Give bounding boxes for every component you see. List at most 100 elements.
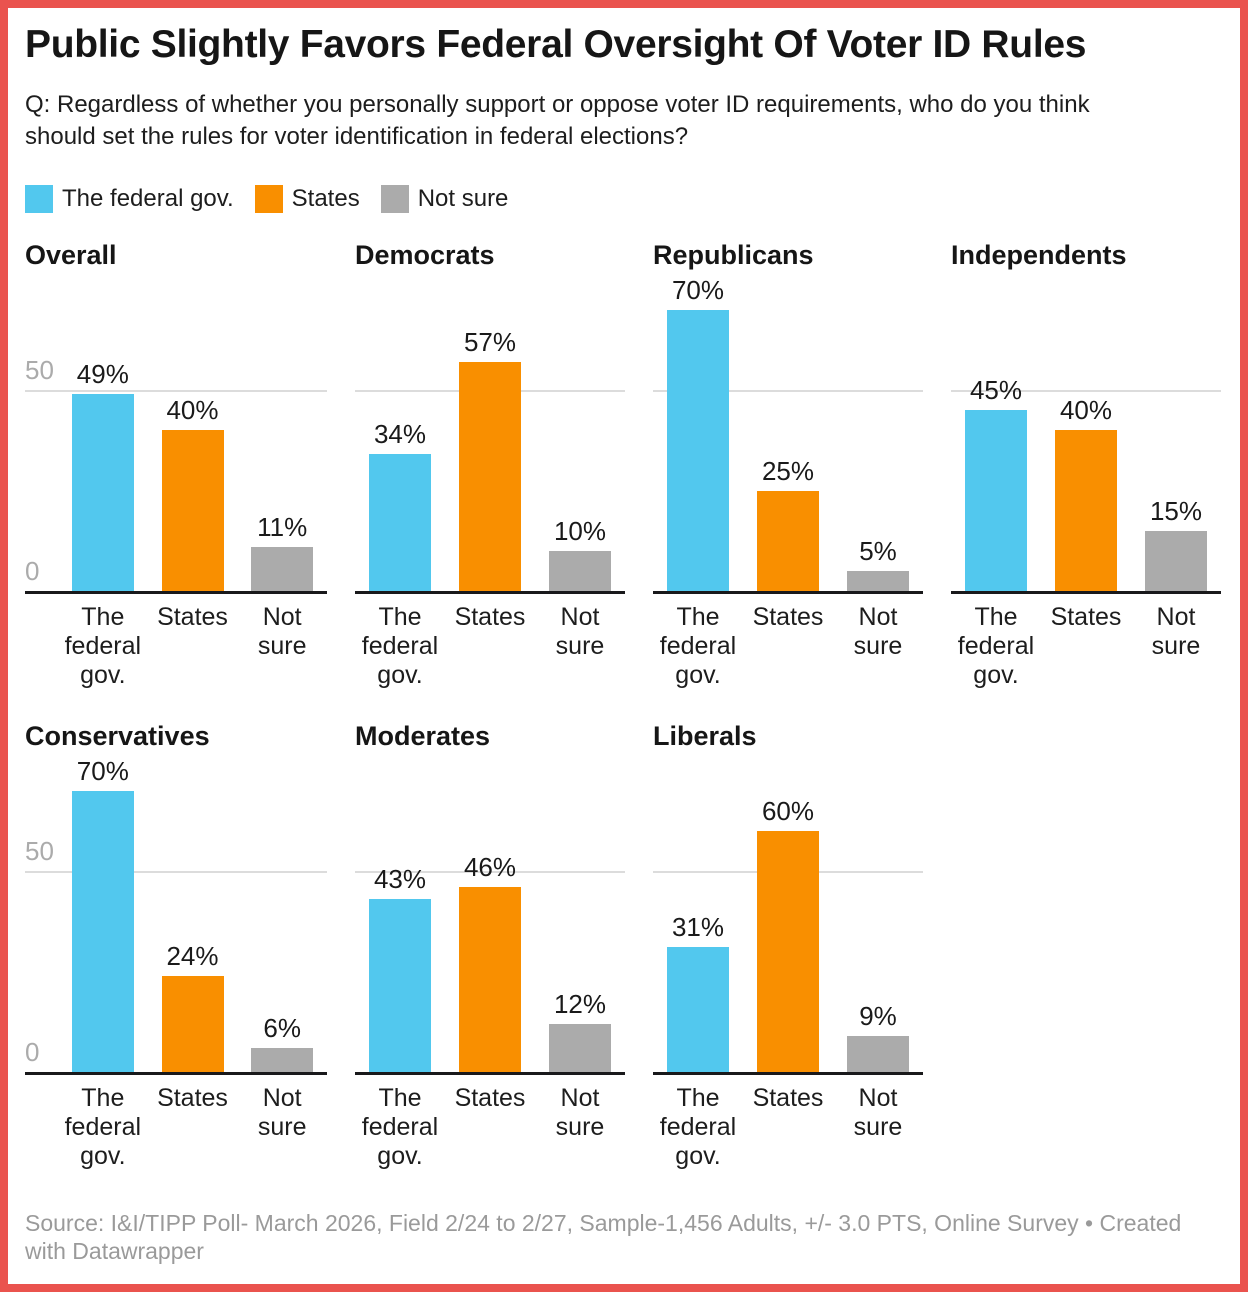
panel-independents: Independents 45% 40% 15% The federal gov. S…: [951, 241, 1221, 690]
plot-area: 34% 57% 10%: [355, 269, 625, 594]
value-label: 9%: [859, 1000, 897, 1031]
legend-label: The federal gov.: [62, 184, 234, 212]
category-labels: The federal gov. States Not sure: [58, 603, 327, 690]
value-label: 45%: [969, 374, 1023, 405]
category-label: The federal gov.: [957, 602, 1035, 689]
bar-slot: 57%: [445, 269, 535, 591]
value-label: 11%: [257, 511, 308, 542]
value-label: 70%: [76, 755, 129, 786]
bar-states: [459, 361, 521, 591]
plot-area: 50 0 49% 40% 11%: [25, 269, 327, 594]
bar-slot: 70%: [58, 750, 148, 1072]
charts-grid: Overall 50 0 49% 40% 11% The federal gov. S…: [25, 241, 1223, 1171]
legend-swatch: [25, 184, 53, 213]
category-label: States: [157, 1083, 228, 1112]
value-label: 43%: [373, 863, 427, 894]
bar-states: [757, 490, 819, 591]
category-label: States: [1050, 602, 1122, 631]
bar-not-sure: [847, 570, 909, 591]
source-note: Source: I&I/TIPP Poll- March 2026, Field…: [25, 1209, 1182, 1264]
panel-title: Liberals: [653, 720, 757, 751]
value-label: 34%: [373, 418, 427, 449]
legend-item-the-federal-gov: The federal gov.: [25, 184, 234, 213]
value-label: 70%: [671, 274, 725, 305]
bar-states: [757, 830, 819, 1072]
legend-item-not-sure: Not sure: [380, 184, 509, 213]
gridline-50: [653, 389, 923, 392]
bar-the-federal-gov: [667, 309, 729, 591]
bars-container: 49% 40% 11%: [58, 269, 327, 591]
chart-subtitle: Q: Regardless of whether you personally …: [25, 90, 1090, 150]
category-labels: The federal gov. States Not sure: [653, 603, 923, 690]
bar-slot: 6%: [237, 750, 327, 1072]
value-label: 15%: [1149, 495, 1203, 526]
value-label: 5%: [859, 535, 897, 566]
bars-container: 70% 24% 6%: [58, 750, 327, 1072]
category-labels: The federal gov. States Not sure: [951, 603, 1221, 690]
bar-not-sure: [251, 1047, 314, 1072]
bar-not-sure: [1145, 530, 1207, 591]
panel-democrats: Democrats 34% 57% 10% The federal gov. Stat…: [355, 241, 625, 690]
bar-slot: 40%: [148, 269, 238, 591]
y-axis-tick-0: 0: [25, 1036, 40, 1067]
category-label: States: [752, 602, 824, 631]
category-label: The federal gov.: [64, 1083, 142, 1170]
panel-title: Independents: [951, 239, 1127, 270]
bar-slot: 15%: [1131, 269, 1221, 591]
value-label: 60%: [761, 795, 815, 826]
value-label: 46%: [463, 851, 517, 882]
bar-the-federal-gov: [71, 393, 134, 591]
bar-slot: 11%: [237, 269, 327, 591]
gridline-50: [951, 389, 1221, 392]
value-label: 40%: [1059, 394, 1113, 425]
panel-overall: Overall 50 0 49% 40% 11% The federal gov. S…: [25, 241, 327, 690]
value-label: 57%: [463, 326, 517, 357]
bar-states: [1055, 429, 1117, 591]
panel-liberals: Liberals 31% 60% 9% The federal gov. States…: [653, 722, 923, 1171]
bar-states: [459, 886, 521, 1072]
category-labels: The federal gov. States Not sure: [355, 1084, 625, 1171]
category-label: The federal gov.: [659, 1083, 737, 1170]
panel-title: Overall: [25, 239, 117, 270]
bar-slot: 24%: [148, 750, 238, 1072]
bar-slot: 25%: [743, 269, 833, 591]
bars-container: 45% 40% 15%: [951, 269, 1221, 591]
panel-republicans: Republicans 70% 25% 5% The federal gov. Sta…: [653, 241, 923, 690]
bar-slot: 46%: [445, 750, 535, 1072]
bar-not-sure: [847, 1035, 909, 1072]
bar-the-federal-gov: [667, 946, 729, 1072]
chart-title: Public Slightly Favors Federal Oversight…: [25, 23, 1087, 66]
legend-item-states: States: [254, 184, 360, 213]
bar-slot: 45%: [951, 269, 1041, 591]
y-axis-tick-50: 50: [25, 835, 54, 866]
bar-slot: 43%: [355, 750, 445, 1072]
bars-container: 34% 57% 10%: [355, 269, 625, 591]
plot-area: 70% 25% 5%: [653, 269, 923, 594]
bar-slot: 70%: [653, 269, 743, 591]
category-label: States: [157, 602, 228, 631]
legend-label: Not sure: [417, 184, 509, 212]
category-label: The federal gov.: [64, 602, 142, 689]
gridline-50: [25, 389, 327, 392]
y-axis-tick-50: 50: [25, 354, 54, 385]
panel-conservatives: Conservatives 50 0 70% 24% 6% The federal …: [25, 722, 327, 1171]
bar-not-sure: [251, 546, 314, 591]
bar-the-federal-gov: [369, 453, 431, 591]
category-label: States: [752, 1083, 824, 1112]
category-label: The federal gov.: [659, 602, 737, 689]
category-label: Not sure: [1151, 602, 1201, 660]
plot-area: 50 0 70% 24% 6%: [25, 750, 327, 1075]
bars-container: 31% 60% 9%: [653, 750, 923, 1072]
value-label: 25%: [761, 455, 815, 486]
value-label: 12%: [553, 988, 607, 1019]
bar-states: [161, 429, 224, 591]
gridline-50: [25, 870, 327, 873]
bar-slot: 5%: [833, 269, 923, 591]
legend-swatch: [380, 184, 409, 213]
bar-the-federal-gov: [369, 898, 431, 1072]
panel-title: Democrats: [355, 239, 495, 270]
category-label: Not sure: [555, 1083, 605, 1141]
value-label: 40%: [166, 394, 219, 425]
bar-slot: 10%: [535, 269, 625, 591]
